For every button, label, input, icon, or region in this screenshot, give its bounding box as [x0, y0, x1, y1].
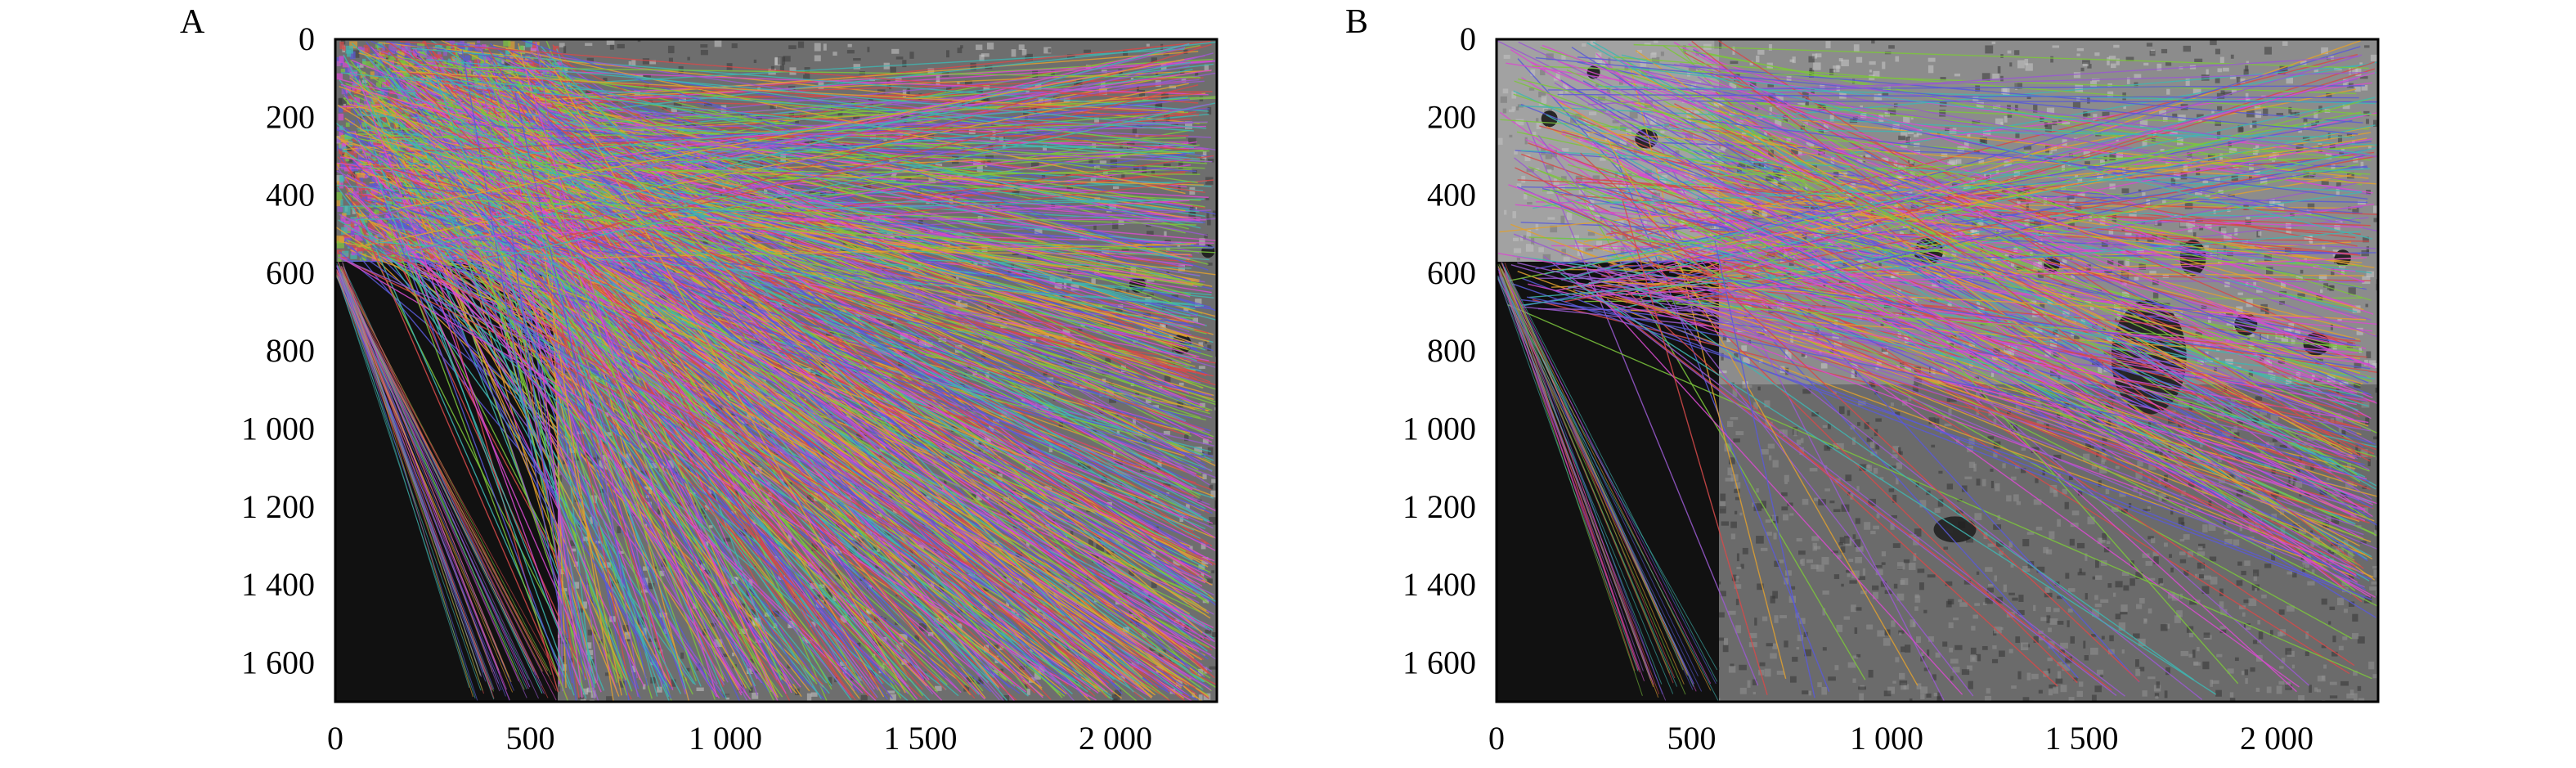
- x-tick-label: 2 000: [1079, 720, 1152, 757]
- y-tick-label: 1 600: [1402, 644, 1476, 680]
- y-tick-label: 1 200: [1402, 488, 1476, 525]
- panel-letter-b: B: [1345, 3, 1369, 41]
- x-tick-label: 2 000: [2240, 720, 2313, 757]
- image-area: [1497, 39, 2378, 702]
- y-axis: 0 200 400 600 800 1 000 1 200 1 400 1 600: [1402, 20, 1476, 680]
- panel-letter-a: A: [180, 3, 205, 41]
- y-tick-label: 600: [266, 254, 315, 291]
- plot-frame: [1495, 38, 2380, 703]
- x-tick-label: 1 000: [689, 720, 762, 757]
- match-lines: [335, 39, 1217, 702]
- x-tick-label: 500: [505, 720, 554, 757]
- y-tick-label: 1 200: [241, 488, 315, 525]
- x-tick-label: 500: [1667, 720, 1716, 757]
- image-area: [335, 39, 1217, 702]
- x-tick-label: 1 500: [2044, 720, 2118, 757]
- x-axis: 0 500 1 000 1 500 2 000: [1488, 720, 2313, 757]
- panel-b: B 0 200 400 600 800 1 000 1 200 1 400 1 600 0 500 1…: [1288, 0, 2576, 768]
- y-tick-label: 600: [1427, 254, 1476, 291]
- panel-a-figure: 0 200 400 600 800 1 000 1 200 1 400 1 600 0 500 1 0…: [241, 20, 1218, 757]
- y-tick-label: 1 400: [241, 566, 315, 603]
- y-axis: 0 200 400 600 800 1 000 1 200 1 400 1 600: [241, 20, 315, 680]
- panel-b-figure: 0 200 400 600 800 1 000 1 200 1 400 1 600 0 500 1 0…: [1402, 20, 2380, 757]
- y-tick-label: 800: [1427, 332, 1476, 369]
- match-lines: [1497, 39, 2378, 702]
- x-tick-label: 1 500: [883, 720, 957, 757]
- y-tick-label: 0: [1460, 20, 1476, 57]
- y-tick-label: 1 000: [241, 410, 315, 447]
- y-tick-label: 200: [266, 98, 315, 135]
- y-tick-label: 400: [1427, 177, 1476, 213]
- y-tick-label: 1 000: [1402, 410, 1476, 447]
- y-tick-label: 800: [266, 332, 315, 369]
- x-tick-label: 0: [1488, 720, 1505, 757]
- x-tick-label: 1 000: [1850, 720, 1923, 757]
- panel-a: A 0 200 400 600 800 1 000 1 200 1 400 1 600 0 500 1…: [180, 3, 1218, 757]
- x-axis: 0 500 1 000 1 500 2 000: [327, 720, 1152, 757]
- x-tick-label: 0: [327, 720, 343, 757]
- y-tick-label: 1 400: [1402, 566, 1476, 603]
- plot-frame: [334, 38, 1218, 703]
- y-tick-label: 400: [266, 177, 315, 213]
- y-tick-label: 1 600: [241, 644, 315, 680]
- y-tick-label: 200: [1427, 98, 1476, 135]
- y-tick-label: 0: [298, 20, 315, 57]
